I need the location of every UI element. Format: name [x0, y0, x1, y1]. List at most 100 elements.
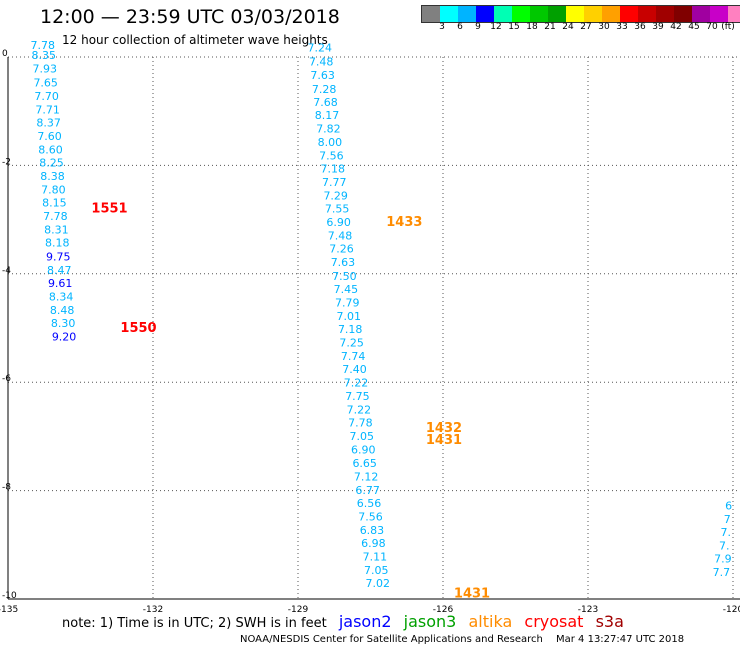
- wave-height-value: 7.: [719, 540, 730, 553]
- legend-swatch: [440, 6, 458, 22]
- color-scale-labels: 3 6 9 12 15 18 21 24 27 30 33 36 39 42 45 70 (ft): [421, 22, 740, 34]
- wave-height-value: 8.18: [45, 237, 70, 250]
- legend-swatch: [458, 6, 476, 22]
- wave-height-value: 7: [724, 513, 731, 526]
- legend-swatch: [494, 6, 512, 22]
- wave-height-value: 7.25: [339, 336, 364, 349]
- satellite-label-jason2: jason2: [338, 612, 392, 631]
- wave-height-value: 8.48: [50, 304, 75, 317]
- wave-height-value: 7.18: [321, 162, 346, 175]
- satellite-label-cryosat: cryosat: [524, 612, 584, 631]
- axes: [7, 57, 740, 600]
- wave-height-value: 7.11: [363, 551, 388, 564]
- legend-label: 9: [475, 22, 481, 32]
- wave-height-value: 8.31: [44, 224, 69, 237]
- legend-label: 15: [508, 22, 520, 32]
- wave-height-value: 7.56: [319, 149, 344, 162]
- wave-height-value: 7.28: [312, 83, 337, 96]
- satellite-label-altika: altika: [468, 612, 513, 631]
- wave-height-value: 7.05: [364, 564, 389, 577]
- wave-height-value: 6.90: [351, 444, 376, 457]
- legend-swatch: [692, 6, 710, 22]
- track-time-label: 1551: [91, 202, 127, 217]
- wave-height-value: 6: [725, 500, 732, 513]
- wave-height-value: 7.65: [33, 76, 58, 89]
- y-tick-label: -10: [2, 591, 17, 601]
- x-tick-label: -135: [0, 605, 18, 615]
- wave-height-value: 7.26: [329, 243, 354, 256]
- wave-height-value: 7.68: [313, 96, 338, 109]
- wave-height-value: 7.63: [331, 256, 356, 269]
- wave-height-value: 7.29: [323, 190, 348, 203]
- wave-height-value: 7.55: [325, 203, 350, 216]
- x-tick-label: -120: [723, 605, 740, 615]
- x-tick-label: -129: [288, 605, 309, 615]
- data-points: 7.788.357.937.657.707.718.377.608.608.25…: [31, 39, 733, 590]
- wave-height-value: 7.50: [332, 270, 357, 283]
- wave-height-value: 8.38: [40, 170, 65, 183]
- legend-label: 21: [544, 22, 556, 32]
- wave-height-value: 7.22: [347, 404, 372, 417]
- legend-label: 18: [526, 22, 538, 32]
- wave-height-value: 7.48: [328, 230, 353, 243]
- legend-swatch: [710, 6, 728, 22]
- x-tick-label: -132: [143, 605, 163, 615]
- chart-subtitle: 12 hour collection of altimeter wave hei…: [62, 33, 328, 47]
- x-tick-label: -126: [433, 605, 454, 615]
- credit-text: NOAA/NESDIS Center for Satellite Applica…: [240, 634, 543, 645]
- track-time-label: 1550: [120, 321, 156, 336]
- legend-swatch: [422, 6, 440, 22]
- track-time-label: 1431: [454, 586, 490, 601]
- wave-height-value: 7.78: [43, 210, 68, 223]
- wave-height-value: 6.98: [361, 537, 386, 550]
- satellite-label-s3a: s3a: [595, 612, 624, 631]
- legend-label: 12: [490, 22, 502, 32]
- legend-swatch: [512, 6, 530, 22]
- wave-height-value: 8.30: [51, 317, 76, 330]
- wave-height-value: 7.05: [350, 430, 375, 443]
- wave-height-value: 8.34: [49, 290, 74, 303]
- chart-title: 12:00 — 23:59 UTC 03/03/2018: [40, 6, 340, 28]
- wave-height-value: 7.12: [354, 470, 379, 483]
- wave-height-value: 6.77: [355, 484, 380, 497]
- wave-height-value: 7.93: [32, 63, 57, 76]
- wave-height-value: 7.01: [337, 310, 362, 323]
- legend-swatch: [728, 6, 740, 22]
- y-tick-label: -8: [2, 483, 11, 493]
- legend-label: 39: [652, 22, 664, 32]
- legend-label: 36: [634, 22, 646, 32]
- wave-height-value: 7.56: [358, 510, 383, 523]
- legend-swatch: [584, 6, 602, 22]
- wave-height-value: 7.78: [348, 417, 373, 430]
- wave-height-value: 8.15: [42, 197, 67, 210]
- track-time-label: 1432: [426, 421, 462, 436]
- wave-height-value: 7.60: [37, 130, 62, 143]
- wave-height-value: 7.24: [308, 42, 333, 55]
- y-tick-label: 0: [2, 49, 8, 59]
- legend-swatch: [656, 6, 674, 22]
- legend-swatch: [638, 6, 656, 22]
- legend-swatch: [620, 6, 638, 22]
- track-time-label: 1431: [426, 433, 462, 448]
- x-tick-label: -123: [578, 605, 598, 615]
- wave-height-value: 7.82: [316, 122, 341, 135]
- axis-ticks: -135 -132 -129 -126 -123 -120 0 -2 -4 -6 -8 -10: [0, 49, 740, 615]
- y-tick-label: -4: [2, 266, 11, 276]
- wave-height-value: 7.02: [366, 577, 391, 590]
- y-tick-label: -6: [2, 374, 11, 384]
- wave-height-value: 9.61: [48, 277, 73, 290]
- note-line: note: 1) Time is in UTC; 2) SWH is in fe…: [62, 612, 624, 631]
- wave-height-value: 7.79: [335, 296, 360, 309]
- wave-height-value: 6.90: [326, 216, 351, 229]
- wave-height-value: 8.37: [36, 116, 61, 129]
- legend-swatch: [602, 6, 620, 22]
- color-scale-legend: [421, 5, 740, 23]
- wave-height-value: 7.75: [345, 390, 370, 403]
- legend-label: 24: [562, 22, 574, 32]
- legend-label: 33: [616, 22, 628, 32]
- wave-height-value: 7.71: [35, 103, 60, 116]
- wave-height-value: 7.22: [344, 377, 369, 390]
- wave-height-value: 8.35: [32, 49, 57, 62]
